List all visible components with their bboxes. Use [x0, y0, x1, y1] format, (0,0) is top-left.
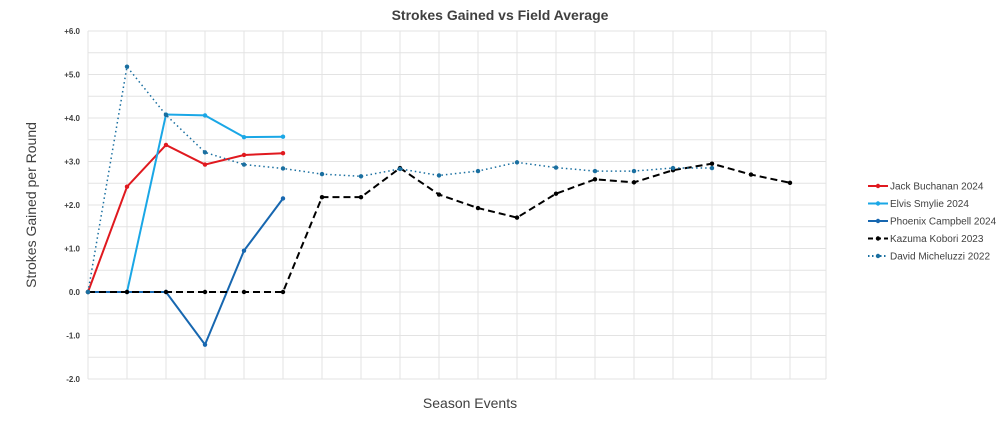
- data-point: [358, 174, 364, 179]
- legend-item: Kazuma Kobori 2023: [868, 234, 984, 245]
- x-axis-title: Season Events: [423, 395, 517, 411]
- data-point: [163, 142, 169, 148]
- data-point: [592, 168, 598, 174]
- data-point: [241, 134, 247, 140]
- series-line: [87, 143, 284, 293]
- data-point: [202, 150, 208, 155]
- y-axis-ticks: +6.0 +5.0 +4.0 +3.0 +2.0 +1.0 0.0 -1.0 -2.0: [64, 27, 80, 384]
- data-point: [475, 205, 481, 211]
- y-tick-label: +4.0: [64, 114, 80, 123]
- legend-label: Jack Buchanan 2024: [890, 182, 984, 193]
- y-tick-label: +3.0: [64, 158, 80, 167]
- legend-swatch-marker: [875, 183, 881, 189]
- data-point: [280, 196, 286, 201]
- legend-label: David Micheluzzi 2022: [890, 252, 990, 263]
- data-point: [553, 165, 559, 170]
- data-point: [514, 160, 520, 165]
- data-point: [85, 289, 91, 295]
- data-point: [202, 113, 208, 118]
- data-point: [241, 289, 247, 295]
- data-point: [358, 194, 364, 200]
- data-point: [163, 289, 169, 295]
- data-point: [280, 166, 286, 171]
- y-tick-label: 0.0: [69, 288, 81, 297]
- y-tick-label: -1.0: [66, 332, 80, 341]
- y-tick-label: +2.0: [64, 201, 80, 210]
- series-line: [88, 197, 284, 347]
- legend-label: Phoenix Campbell 2024: [890, 217, 997, 228]
- data-point: [280, 134, 286, 139]
- legend-item: Jack Buchanan 2024: [868, 182, 984, 193]
- data-point: [787, 180, 793, 186]
- data-point: [748, 172, 754, 177]
- data-point: [553, 191, 559, 196]
- data-point: [631, 180, 637, 185]
- data-point: [319, 194, 325, 200]
- y-tick-label: +5.0: [64, 71, 80, 80]
- data-point: [475, 168, 481, 174]
- series-david-micheluzzi-2022: [85, 64, 715, 295]
- data-point: [124, 184, 130, 189]
- legend-item: David Micheluzzi 2022: [868, 252, 990, 263]
- data-point: [124, 289, 130, 295]
- legend-swatch-marker: [875, 218, 881, 224]
- data-point: [241, 248, 247, 253]
- grid: [87, 30, 827, 380]
- data-point: [592, 177, 598, 182]
- data-point: [709, 161, 715, 166]
- data-point: [670, 165, 676, 171]
- legend-swatch-marker: [875, 253, 881, 259]
- legend-label: Elvis Smylie 2024: [890, 199, 969, 210]
- legend-swatch-marker: [875, 236, 881, 241]
- data-point: [709, 165, 715, 171]
- y-tick-label: -2.0: [66, 375, 80, 384]
- data-point: [202, 162, 208, 167]
- data-point: [397, 166, 403, 172]
- data-point: [124, 64, 130, 69]
- series-line: [88, 113, 284, 293]
- data-point: [280, 289, 286, 295]
- data-point: [514, 215, 520, 220]
- data-point: [631, 168, 637, 174]
- data-point: [436, 173, 442, 178]
- legend: Jack Buchanan 2024 Elvis Smylie 2024 Phoen…: [868, 182, 997, 263]
- data-point: [280, 151, 286, 156]
- chart-title: Strokes Gained vs Field Average: [392, 7, 609, 23]
- legend-label: Kazuma Kobori 2023: [890, 234, 984, 245]
- data-point: [436, 192, 442, 197]
- legend-swatch-marker: [875, 201, 881, 206]
- data-point: [202, 342, 208, 347]
- y-tick-label: +6.0: [64, 27, 80, 36]
- series-lines: [85, 64, 793, 347]
- data-point: [202, 289, 208, 295]
- legend-item: Phoenix Campbell 2024: [868, 217, 997, 228]
- data-point: [163, 112, 169, 118]
- y-tick-label: +1.0: [64, 245, 80, 254]
- data-point: [319, 171, 325, 177]
- data-point: [241, 162, 247, 167]
- legend-item: Elvis Smylie 2024: [868, 199, 969, 210]
- y-axis-title: Strokes Gained per Round: [23, 122, 39, 288]
- data-point: [241, 152, 247, 158]
